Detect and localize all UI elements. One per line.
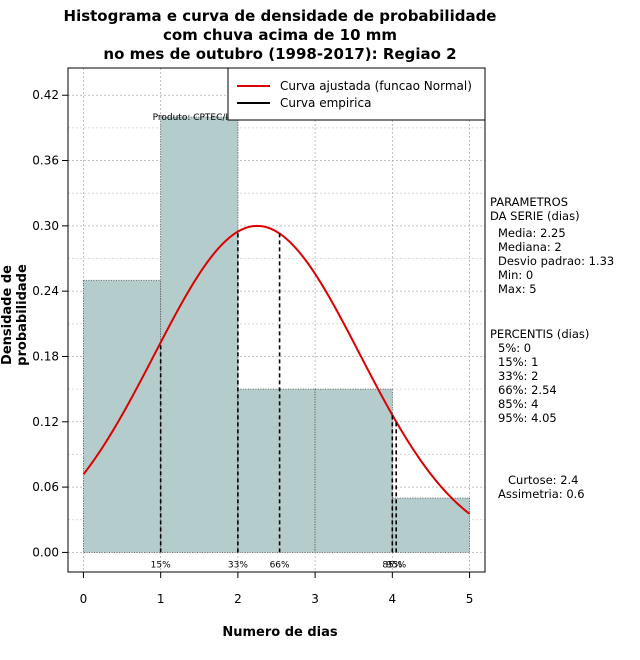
params-media: Media: 2.25 [498,226,566,240]
histogram-bar [391,497,470,553]
histogram-bar [160,116,239,553]
y-tick-label: 0.36 [32,154,59,168]
histogram-bar [237,388,316,553]
percentile-85: 85%: 4 [498,397,539,411]
params-desvio: Desvio padrao: 1.33 [498,254,615,268]
kurtosis-value: Curtose: 2.4 [508,473,579,487]
percentile-label: 33% [228,560,248,570]
x-tick-label: 5 [466,592,474,606]
histogram-bars: Produto: CPTEC/INPE [83,113,470,553]
percentile-66: 66%: 2.54 [498,383,557,397]
params-max: Max: 5 [498,282,537,296]
y-axis-label: Densidade de probabilidade [0,264,30,366]
x-tick-label: 4 [389,592,397,606]
percentile-15: 15%: 1 [498,355,539,369]
percentiles-header: PERCENTIS (dias) [490,327,590,341]
x-axis-label: Numero de dias [222,625,338,640]
axes: 0.00 0.06 0.12 0.18 0.24 0.30 0.36 0.42 0 1 2 3 4 5 [32,67,486,606]
chart-title-line-1: Histograma e curva de densidade de proba… [63,7,497,25]
percentile-label: 85% [382,560,402,570]
percentile-lines: 15% 33% 66% 85%95% [151,231,407,570]
x-tick-label: 0 [80,592,88,606]
params-header-1: PARAMETROS [490,195,569,209]
y-tick-label: 0.30 [32,219,59,233]
percentile-5: 5%: 0 [498,341,532,355]
y-tick-label: 0.18 [32,349,59,363]
params-min: Min: 0 [498,268,534,282]
params-header-2: DA SERIE (dias) [490,209,580,223]
x-tick-label: 1 [157,592,165,606]
legend-box [227,67,486,121]
histogram-bar [314,388,393,553]
percentile-33: 33%: 2 [498,369,539,383]
y-tick-label: 0.42 [32,88,59,102]
skewness-value: Assimetria: 0.6 [498,487,585,501]
y-tick-label: 0.06 [32,480,59,494]
params-mediana: Mediana: 2 [498,240,562,254]
x-tick-label: 3 [311,592,319,606]
percentile-label: 15% [151,560,171,570]
percentile-label: 66% [270,560,290,570]
density-curve-layer [82,224,471,515]
legend-label: Curva empirica [280,96,371,110]
y-tick-label: 0.12 [32,415,59,429]
legend: Curva ajustada (funcao Normal) Curva empi… [227,67,486,121]
legend-label: Curva ajustada (funcao Normal) [280,79,472,93]
chart-title-line-2: com chuva acima de 10 mm [162,26,398,44]
product-label: Produto: CPTEC/INPE [153,113,247,123]
y-tick-label: 0.00 [32,545,59,559]
percentile-95: 95%: 4.05 [498,411,557,425]
x-tick-label: 2 [234,592,242,606]
normal-density-curve [82,224,471,515]
chart-title-line-3: no mes de outubro (1998-2017): Regiao 2 [103,45,457,63]
y-tick-label: 0.24 [32,284,59,298]
percentile-label: 95% [386,560,406,570]
